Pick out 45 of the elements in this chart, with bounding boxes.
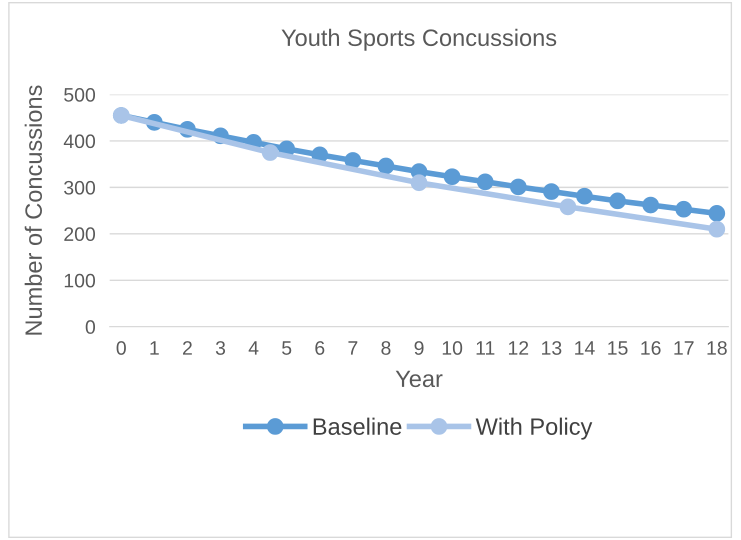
point bbox=[543, 183, 560, 200]
y-tick-label: 0 bbox=[86, 320, 96, 334]
x-tick-label: 10 bbox=[442, 341, 462, 355]
x-tick-label: 9 bbox=[414, 341, 424, 355]
y-tick-label: 300 bbox=[64, 180, 96, 195]
x-tick-label: 14 bbox=[575, 341, 595, 355]
x-tick-label: 8 bbox=[381, 341, 391, 355]
x-tick-label: 6 bbox=[315, 341, 324, 355]
x-tick-label: 18 bbox=[707, 341, 727, 355]
legend-label: With Policy bbox=[476, 418, 592, 440]
point bbox=[560, 198, 576, 216]
x-tick-label: 17 bbox=[674, 341, 694, 355]
x-tick-label: 5 bbox=[282, 341, 292, 355]
point bbox=[675, 200, 692, 218]
y-axis-title: Number of Concussions bbox=[24, 85, 42, 335]
chart-title: Youth Sports Concussions bbox=[282, 28, 556, 51]
x-tick-label: 15 bbox=[608, 341, 628, 355]
x-tick-label: 2 bbox=[182, 341, 192, 355]
x-axis-title: Year bbox=[396, 370, 443, 388]
x-tick-label: 1 bbox=[150, 341, 159, 355]
point bbox=[344, 152, 362, 169]
point bbox=[576, 188, 593, 205]
x-tick-label: 3 bbox=[216, 341, 226, 355]
x-tick-label: 12 bbox=[508, 341, 528, 355]
point bbox=[642, 196, 659, 214]
y-tick-label: 500 bbox=[64, 88, 96, 102]
point bbox=[708, 220, 726, 238]
legend-label: Baseline bbox=[314, 418, 402, 435]
point bbox=[444, 168, 460, 186]
point bbox=[410, 174, 428, 192]
point bbox=[476, 173, 494, 190]
y-tick-label: 400 bbox=[64, 134, 96, 148]
point bbox=[609, 192, 626, 210]
point bbox=[262, 144, 278, 161]
x-tick-label: 11 bbox=[476, 341, 494, 355]
point bbox=[510, 178, 527, 196]
point bbox=[708, 205, 726, 222]
x-tick-label: 4 bbox=[248, 341, 258, 355]
x-tick-label: 16 bbox=[641, 341, 661, 355]
y-tick-label: 200 bbox=[64, 227, 96, 242]
point bbox=[378, 158, 394, 174]
x-tick-label: 0 bbox=[116, 341, 126, 355]
x-tick-label: 13 bbox=[542, 341, 562, 355]
x-tick-label: 7 bbox=[348, 341, 358, 355]
y-tick-label: 100 bbox=[64, 274, 96, 288]
